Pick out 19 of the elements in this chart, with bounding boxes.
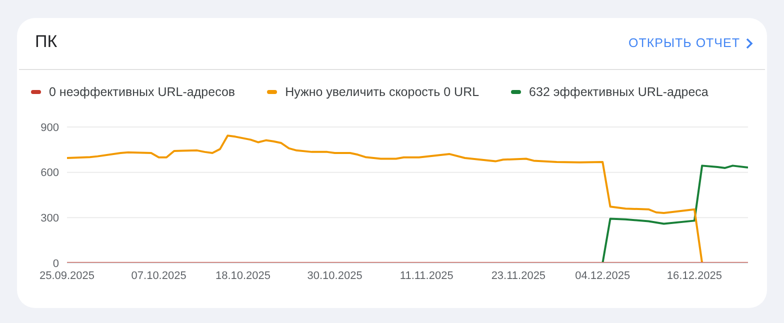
y-tick-label: 600: [40, 167, 59, 180]
x-tick-label: 04.12.2025: [575, 270, 630, 282]
y-tick-label: 0: [52, 258, 59, 270]
y-tick-label: 900: [40, 122, 59, 134]
text: ОТКРЫТЬ ОТЧЕТ: [628, 36, 740, 50]
x-tick-label: 25.09.2025: [39, 270, 95, 282]
legend-label: Нужно увеличить скорость 0 URL: [285, 85, 480, 99]
legend-label: 0 неэффективных URL-адресов: [49, 85, 236, 99]
legend-label: 632 эффективных URL-адреса: [529, 85, 708, 99]
x-tick-label: 23.11.2025: [491, 270, 546, 282]
y-tick-label: 300: [40, 212, 59, 225]
x-tick-label: 07.10.2025: [131, 270, 186, 282]
x-tick-label: 18.10.2025: [215, 270, 271, 282]
x-tick-label: 30.10.2025: [307, 270, 362, 282]
x-tick-label: 11.11.2025: [400, 270, 454, 282]
x-tick-label: 16.12.2025: [666, 270, 722, 282]
line-series: [602, 164, 748, 263]
chart-title: ПК: [35, 32, 58, 52]
line-series: [67, 134, 704, 263]
